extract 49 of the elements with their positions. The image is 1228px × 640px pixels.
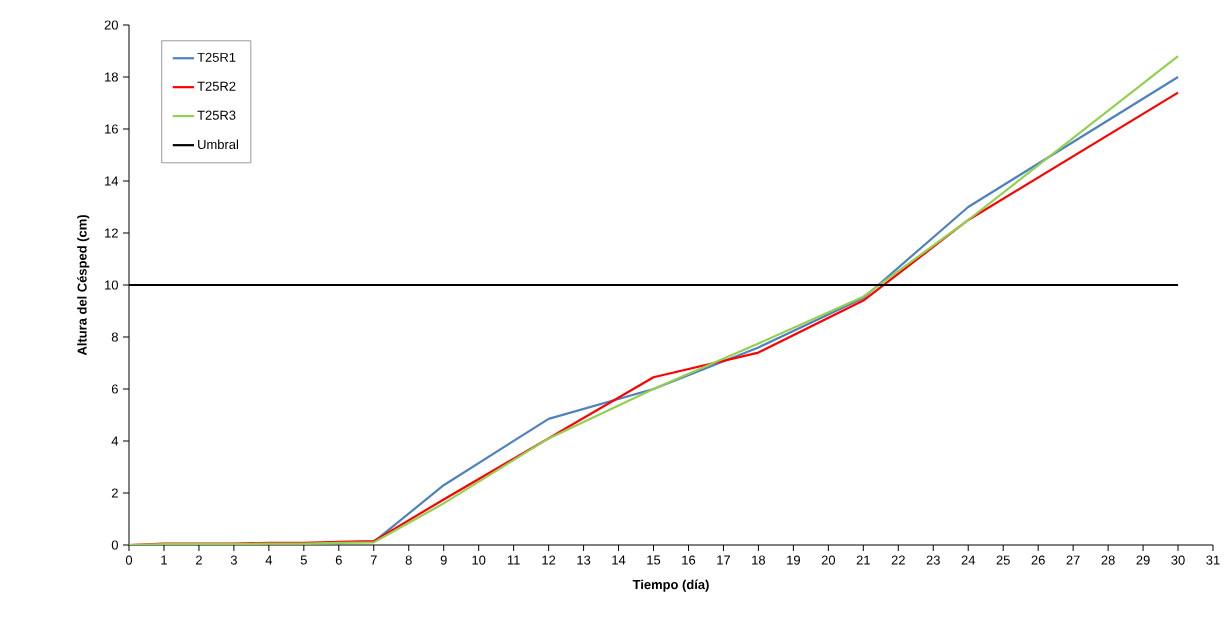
x-tick-label: 25 xyxy=(996,555,1010,565)
legend-label: Umbral xyxy=(198,139,238,150)
y-tick-label: 14 xyxy=(105,176,119,186)
x-tick-label: 0 xyxy=(125,555,133,565)
x-tick-label: 13 xyxy=(577,555,591,565)
x-tick-label: 10 xyxy=(472,555,486,565)
x-tick-label: 29 xyxy=(1136,555,1150,565)
y-tick-label: 18 xyxy=(105,72,118,82)
x-axis-title: Tiempo (día) xyxy=(632,579,709,592)
x-tick-label: 22 xyxy=(891,555,905,565)
x-tick-label: 23 xyxy=(926,555,940,565)
x-tick-label: 30 xyxy=(1171,555,1185,565)
legend-label: T25R3 xyxy=(197,110,236,120)
x-tick-label: 3 xyxy=(230,555,237,565)
x-tick-label: 15 xyxy=(647,555,661,565)
x-tick-label: 27 xyxy=(1066,555,1080,565)
x-tick-label: 11 xyxy=(507,555,520,565)
x-tick-label: 20 xyxy=(821,555,836,565)
x-tick-label: 5 xyxy=(300,555,307,565)
y-axis-title: Altura del Césped (cm) xyxy=(77,215,90,356)
y-tick-label: 16 xyxy=(105,124,118,134)
x-tick-label: 19 xyxy=(787,555,800,565)
x-tick-label: 28 xyxy=(1101,555,1115,565)
x-tick-label: 7 xyxy=(370,555,377,565)
y-tick-label: 2 xyxy=(111,488,118,498)
y-tick-label: 0 xyxy=(111,540,118,550)
x-tick-label: 18 xyxy=(752,555,766,565)
x-tick-label: 21 xyxy=(856,555,870,565)
x-tick-label: 4 xyxy=(265,555,273,565)
y-tick-label: 6 xyxy=(111,384,118,394)
x-tick-label: 26 xyxy=(1031,555,1045,565)
x-tick-label: 17 xyxy=(717,555,730,565)
legend-label: T25R2 xyxy=(197,81,236,91)
x-tick-label: 12 xyxy=(542,555,556,565)
y-tick-label: 10 xyxy=(105,280,118,290)
y-tick-label: 4 xyxy=(111,436,119,446)
x-tick-label: 1 xyxy=(161,555,167,565)
x-tick-label: 14 xyxy=(612,555,626,565)
legend-label: T25R1 xyxy=(197,52,236,62)
x-tick-label: 8 xyxy=(405,555,412,565)
x-tick-label: 2 xyxy=(195,555,202,565)
y-tick-label: 12 xyxy=(105,228,118,238)
y-tick-label: 20 xyxy=(104,20,118,30)
x-tick-label: 16 xyxy=(682,555,696,565)
x-tick-label: 24 xyxy=(961,555,976,565)
x-tick-label: 31 xyxy=(1206,555,1220,565)
y-tick-label: 8 xyxy=(111,332,118,342)
x-tick-label: 9 xyxy=(440,555,447,565)
x-tick-label: 6 xyxy=(335,555,342,565)
